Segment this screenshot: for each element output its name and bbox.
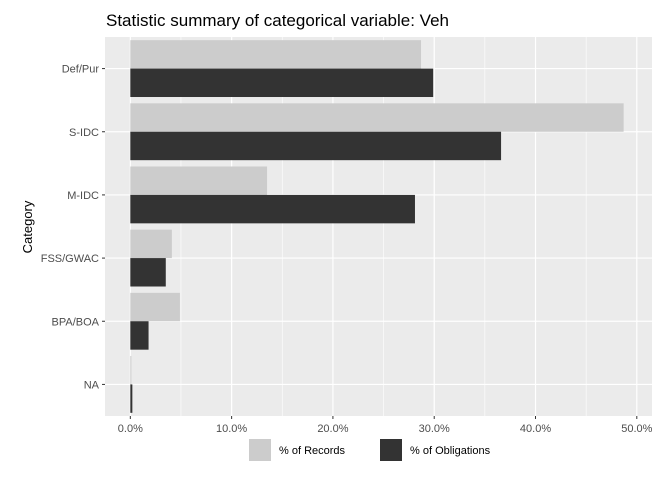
bar-records xyxy=(130,229,172,259)
x-tick-label: 40.0% xyxy=(520,423,551,435)
legend-swatch xyxy=(380,439,402,461)
bar-obligations xyxy=(130,384,133,413)
bar-records xyxy=(130,40,422,69)
bar-records xyxy=(130,103,624,132)
plot-panel xyxy=(105,37,652,416)
x-tick-label: 50.0% xyxy=(621,423,652,435)
y-axis-title: Category xyxy=(20,200,35,253)
bar-records xyxy=(130,355,132,385)
bars xyxy=(130,40,624,413)
x-tick-label: 20.0% xyxy=(317,423,348,435)
bar-records xyxy=(130,166,268,195)
y-tick-label: Def/Pur xyxy=(62,64,100,76)
legend: % of Records % of Obligations xyxy=(249,439,491,461)
bar-obligations xyxy=(130,321,149,350)
y-tick-label: BPA/BOA xyxy=(52,316,100,328)
bar-obligations xyxy=(130,258,166,287)
y-tick-label: M-IDC xyxy=(67,190,99,202)
bar-obligations xyxy=(130,194,415,224)
x-tick-label: 0.0% xyxy=(118,423,143,435)
legend-label: % of Records xyxy=(279,445,346,457)
chart-title: Statistic summary of categorical variabl… xyxy=(106,11,449,30)
y-tick-label: S-IDC xyxy=(69,127,99,139)
bar-records xyxy=(130,292,180,322)
x-tick-label: 10.0% xyxy=(216,423,247,435)
y-tick-label: NA xyxy=(84,379,100,391)
y-tick-label: FSS/GWAC xyxy=(41,253,99,265)
x-axis-ticks: 0.0% 10.0% 20.0% 30.0% 40.0% 50.0% xyxy=(118,416,653,435)
bar-obligations xyxy=(130,131,502,161)
legend-label: % of Obligations xyxy=(410,445,491,457)
x-tick-label: 30.0% xyxy=(419,423,450,435)
legend-swatch xyxy=(249,439,271,461)
y-axis-ticks: Def/Pur S-IDC M-IDC FSS/GWAC BPA/BOA NA xyxy=(41,64,105,391)
bar-obligations xyxy=(130,68,434,98)
